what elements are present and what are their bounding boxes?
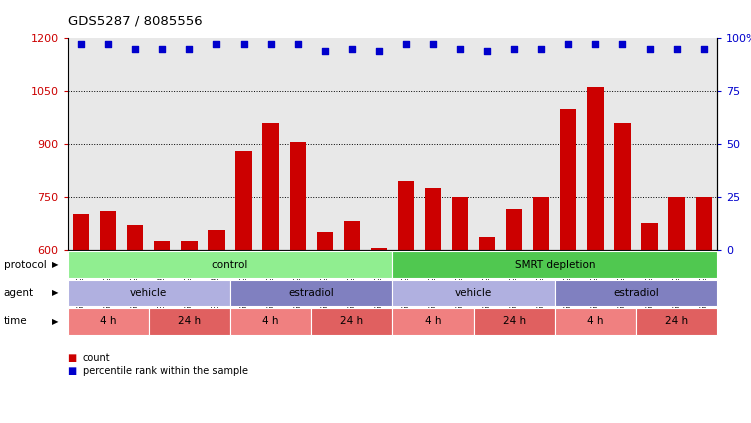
Bar — [100, 211, 116, 423]
Bar — [392, 308, 474, 335]
Point — [562, 41, 575, 48]
Bar — [73, 214, 89, 423]
Point — [590, 41, 602, 48]
Point — [400, 41, 412, 48]
Bar — [479, 237, 495, 423]
Text: 24 h: 24 h — [340, 316, 363, 326]
Bar — [181, 241, 198, 423]
Point — [372, 47, 385, 54]
Bar — [230, 308, 311, 335]
Text: control: control — [212, 260, 248, 269]
Bar — [555, 280, 717, 306]
Bar — [587, 88, 604, 423]
Text: protocol: protocol — [4, 260, 47, 269]
Bar — [208, 230, 225, 423]
Bar — [474, 308, 555, 335]
Text: 4 h: 4 h — [425, 316, 442, 326]
Text: vehicle: vehicle — [130, 288, 167, 298]
Bar — [127, 225, 143, 423]
Bar — [290, 142, 306, 423]
Point — [237, 41, 249, 48]
Text: 24 h: 24 h — [502, 316, 526, 326]
Bar — [311, 308, 392, 335]
Text: percentile rank within the sample: percentile rank within the sample — [83, 366, 248, 376]
Text: estradiol: estradiol — [613, 288, 659, 298]
Bar — [235, 151, 252, 423]
Text: SMRT depletion: SMRT depletion — [514, 260, 595, 269]
Text: GDS5287 / 8085556: GDS5287 / 8085556 — [68, 15, 202, 28]
Text: 4 h: 4 h — [100, 316, 116, 326]
Point — [183, 45, 195, 52]
Bar — [317, 232, 333, 423]
Bar — [263, 123, 279, 423]
Text: estradiol: estradiol — [288, 288, 334, 298]
Text: ■: ■ — [68, 353, 77, 363]
Bar — [154, 241, 170, 423]
Bar — [668, 197, 685, 423]
Text: ▶: ▶ — [52, 260, 59, 269]
Bar — [149, 308, 230, 335]
Bar — [371, 248, 387, 423]
Point — [454, 45, 466, 52]
Bar — [506, 209, 522, 423]
Text: ▶: ▶ — [52, 317, 59, 326]
Point — [264, 41, 276, 48]
Point — [75, 41, 87, 48]
Text: ▶: ▶ — [52, 288, 59, 297]
Text: 4 h: 4 h — [262, 316, 279, 326]
Point — [291, 41, 303, 48]
Point — [644, 45, 656, 52]
Point — [129, 45, 141, 52]
Text: 4 h: 4 h — [587, 316, 604, 326]
Text: count: count — [83, 353, 110, 363]
Bar — [68, 251, 393, 278]
Bar — [398, 181, 414, 423]
Bar — [614, 123, 631, 423]
Point — [210, 41, 222, 48]
Text: ■: ■ — [68, 366, 77, 376]
Bar — [68, 280, 230, 306]
Bar — [560, 109, 577, 423]
Point — [535, 45, 547, 52]
Bar — [452, 197, 468, 423]
Point — [481, 47, 493, 54]
Bar — [344, 221, 360, 423]
Point — [617, 41, 629, 48]
Point — [427, 41, 439, 48]
Text: vehicle: vehicle — [455, 288, 492, 298]
Point — [102, 41, 114, 48]
Point — [345, 45, 357, 52]
Bar — [695, 197, 712, 423]
Text: 24 h: 24 h — [178, 316, 201, 326]
Bar — [230, 280, 392, 306]
Bar — [68, 308, 149, 335]
Bar — [555, 308, 636, 335]
Text: 24 h: 24 h — [665, 316, 688, 326]
Text: agent: agent — [4, 288, 34, 298]
Point — [698, 45, 710, 52]
Point — [156, 45, 168, 52]
Bar — [392, 280, 555, 306]
Bar — [533, 198, 550, 423]
Text: time: time — [4, 316, 27, 326]
Bar — [425, 188, 441, 423]
Point — [318, 47, 330, 54]
Bar — [636, 308, 717, 335]
Point — [671, 45, 683, 52]
Bar — [392, 251, 717, 278]
Bar — [641, 223, 658, 423]
Point — [508, 45, 520, 52]
